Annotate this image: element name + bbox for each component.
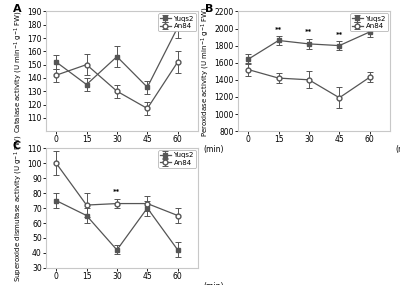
- Text: B: B: [204, 4, 213, 14]
- Text: **: **: [275, 27, 282, 32]
- Y-axis label: Catalase activity (U min$^{-1}$ g$^{-1}$ FW): Catalase activity (U min$^{-1}$ g$^{-1}$…: [12, 10, 24, 133]
- Legend: Yuqs2, An84: Yuqs2, An84: [158, 150, 196, 168]
- Text: C: C: [12, 141, 21, 151]
- Text: **: **: [366, 17, 373, 23]
- Text: **: **: [113, 190, 120, 196]
- Legend: Yuqs2, An84: Yuqs2, An84: [158, 13, 196, 31]
- Legend: Yuqs2, An84: Yuqs2, An84: [350, 13, 388, 31]
- Text: (min): (min): [204, 145, 224, 154]
- Text: **: **: [336, 32, 343, 38]
- Text: (min): (min): [396, 145, 400, 154]
- Text: A: A: [12, 4, 21, 14]
- Y-axis label: Superoxide dismutase activity (U g$^{-1}$ FW): Superoxide dismutase activity (U g$^{-1}…: [12, 134, 24, 282]
- Text: (min): (min): [204, 282, 224, 285]
- Y-axis label: Peroxidase activity (U min$^{-1}$ g$^{-1}$ FW): Peroxidase activity (U min$^{-1}$ g$^{-1…: [199, 6, 212, 137]
- Text: **: **: [305, 29, 312, 35]
